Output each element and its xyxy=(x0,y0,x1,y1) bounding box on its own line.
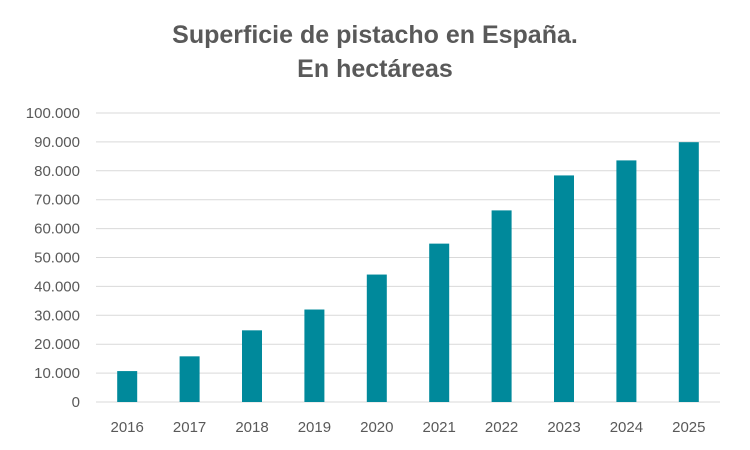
chart-title: Superficie de pistacho en España. En hec… xyxy=(0,18,750,86)
y-tick-label: 10.000 xyxy=(34,365,80,382)
x-tick-label: 2016 xyxy=(111,419,144,436)
x-axis-tick-labels: 2016 2017 2018 2019 2020 2021 2022 2023 2024 2025 xyxy=(111,419,706,436)
bar-2021 xyxy=(429,243,450,402)
bar-2019 xyxy=(304,309,325,402)
y-tick-label: 100.000 xyxy=(26,105,80,122)
y-tick-label: 50.000 xyxy=(34,250,80,267)
x-tick-label: 2018 xyxy=(235,419,268,436)
bar-2020 xyxy=(366,274,387,402)
bar-2024 xyxy=(616,160,637,402)
x-tick-label: 2024 xyxy=(610,419,643,436)
y-tick-label: 0 xyxy=(72,394,80,411)
y-tick-label: 80.000 xyxy=(34,163,80,180)
bar-2023 xyxy=(554,175,574,402)
y-tick-label: 90.000 xyxy=(34,134,80,151)
y-axis-tick-labels: 0 10.000 20.000 30.000 40.000 50.000 60.000 70.… xyxy=(26,105,80,411)
bar-2017 xyxy=(179,356,200,402)
y-tick-label: 30.000 xyxy=(34,307,80,324)
x-tick-label: 2019 xyxy=(298,419,331,436)
x-tick-label: 2025 xyxy=(672,419,705,436)
y-tick-label: 40.000 xyxy=(34,278,80,295)
y-tick-label: 20.000 xyxy=(34,336,80,353)
bar-2018 xyxy=(242,330,262,402)
x-tick-label: 2017 xyxy=(173,419,206,436)
y-tick-label: 70.000 xyxy=(34,192,80,209)
bars xyxy=(117,142,699,402)
x-tick-label: 2023 xyxy=(547,419,580,436)
x-tick-label: 2022 xyxy=(485,419,518,436)
x-tick-label: 2021 xyxy=(423,419,456,436)
bar-2022 xyxy=(491,210,512,402)
chart-title-line-1: Superficie de pistacho en España. xyxy=(172,21,578,49)
bar-2025 xyxy=(678,142,699,402)
chart-title-line-2: En hectáreas xyxy=(297,55,453,83)
gridlines xyxy=(96,112,720,403)
y-tick-label: 60.000 xyxy=(34,221,80,238)
x-tick-label: 2020 xyxy=(360,419,393,436)
bar-2016 xyxy=(117,371,138,402)
